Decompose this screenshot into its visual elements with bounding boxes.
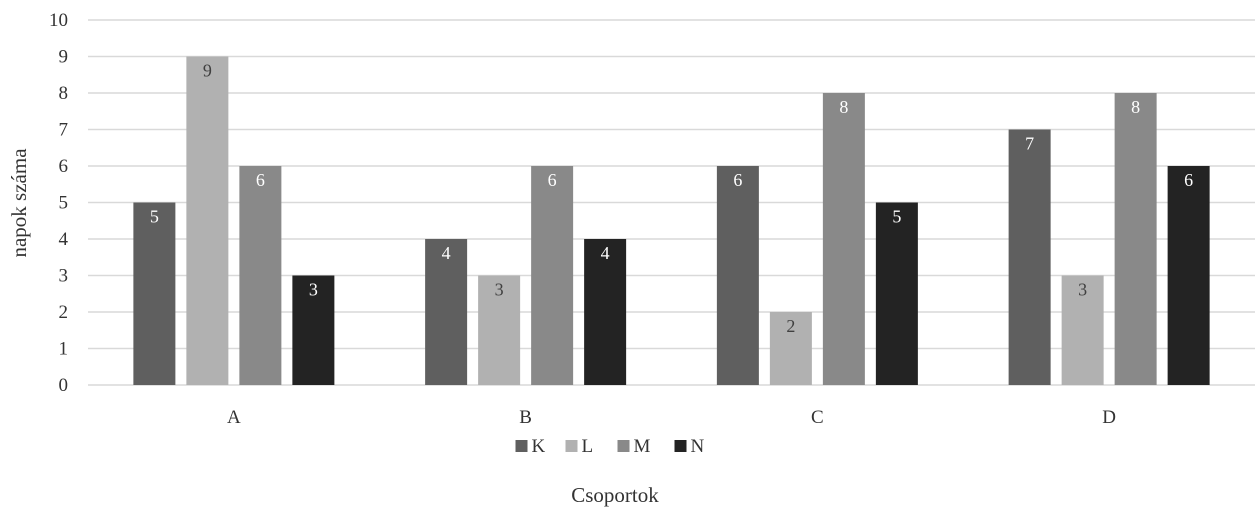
data-label-M-B: 6 [548,170,557,190]
x-tick-label-B: B [519,407,532,428]
data-label-K-D: 7 [1025,134,1034,154]
bar-N-B [584,239,627,385]
x-axis-title: Csoportok [571,483,659,507]
bar-N-C [875,202,918,385]
data-label-M-A: 6 [256,170,265,190]
x-axis-ticks: A B C D [227,407,1116,428]
bar-K-A [133,202,176,385]
bar-L-B [478,275,521,385]
bar-M-D [1114,93,1157,385]
bar-M-A [239,166,282,385]
y-tick-label-3: 3 [59,266,69,287]
bar-K-C [716,166,759,385]
data-label-L-B: 3 [495,280,504,300]
legend-label-N: N [691,436,705,457]
legend-label-L: L [582,436,594,457]
data-label-N-C: 5 [892,207,901,227]
data-label-L-C: 2 [786,316,795,336]
bar-L-A [186,56,229,385]
y-tick-label-2: 2 [59,302,69,323]
data-label-K-C: 6 [733,170,742,190]
bar-M-C [822,93,865,385]
data-label-K-A: 5 [150,207,159,227]
bar-M-B [531,166,574,385]
legend-label-M: M [634,436,651,457]
data-label-N-A: 3 [309,280,318,300]
bars: 5 9 6 3 4 3 6 4 6 2 8 5 7 3 8 6 [133,56,1210,385]
y-tick-label-1: 1 [59,339,69,360]
y-axis-title: napok száma [7,148,31,258]
bar-L-D [1061,275,1104,385]
y-tick-label-8: 8 [59,83,69,104]
data-label-M-C: 8 [839,97,848,117]
data-label-M-D: 8 [1131,97,1140,117]
y-tick-label-0: 0 [59,375,69,396]
bar-L-C [769,312,812,385]
data-label-N-B: 4 [601,243,610,263]
data-label-L-D: 3 [1078,280,1087,300]
y-tick-label-4: 4 [59,229,69,250]
y-tick-label-10: 10 [49,10,68,31]
legend-label-K: K [532,436,546,457]
legend: K L M N [515,436,705,457]
bar-N-A [292,275,335,385]
y-axis-ticks: 0 1 2 3 4 5 6 7 8 9 10 [49,10,69,396]
y-tick-label-5: 5 [59,193,69,214]
x-tick-label-C: C [811,407,824,428]
x-tick-label-A: A [227,407,241,428]
y-tick-label-9: 9 [59,47,69,68]
y-tick-label-6: 6 [59,156,69,177]
bar-K-B [425,239,468,385]
data-label-K-B: 4 [442,243,451,263]
bar-K-D [1008,129,1051,385]
data-label-L-A: 9 [203,61,212,81]
legend-swatch-K [515,440,528,452]
x-tick-label-D: D [1102,407,1116,428]
legend-swatch-N [674,440,687,452]
data-label-N-D: 6 [1184,170,1193,190]
y-tick-label-7: 7 [59,120,69,141]
gridlines [88,19,1255,386]
legend-swatch-L [565,440,578,452]
legend-swatch-M [617,440,630,452]
bar-N-D [1167,166,1210,385]
